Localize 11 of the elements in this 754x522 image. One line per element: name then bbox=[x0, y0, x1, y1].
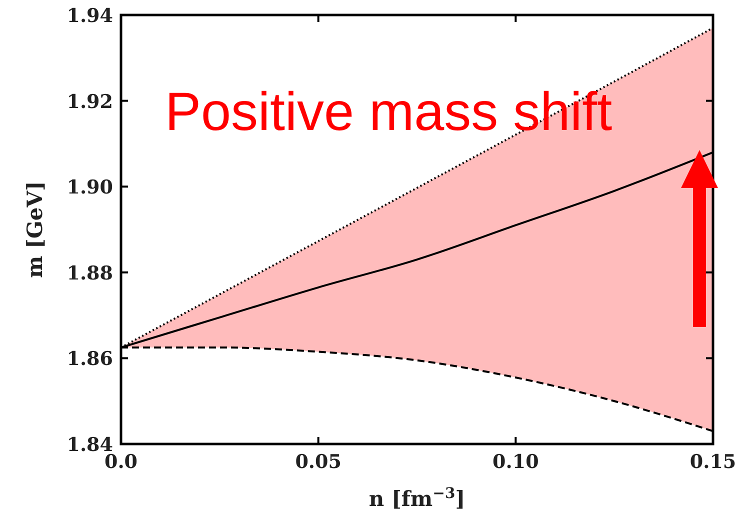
y-tick-label: 1.86 bbox=[66, 348, 113, 370]
y-axis-title: m [GeV] bbox=[22, 181, 47, 278]
x-tick-label: 0.15 bbox=[690, 451, 736, 473]
y-tick-label: 1.94 bbox=[66, 5, 113, 27]
x-axis-title: n [fm$^{−3}$] bbox=[368, 484, 466, 511]
y-tick-label: 1.92 bbox=[66, 90, 113, 113]
x-tick-label: 0.0 bbox=[104, 451, 138, 473]
y-tick-label: 1.90 bbox=[66, 176, 113, 199]
x-tick-label: 0.05 bbox=[295, 451, 342, 473]
x-tick-label: 0.10 bbox=[492, 451, 539, 473]
y-tick-label: 1.88 bbox=[66, 262, 113, 284]
